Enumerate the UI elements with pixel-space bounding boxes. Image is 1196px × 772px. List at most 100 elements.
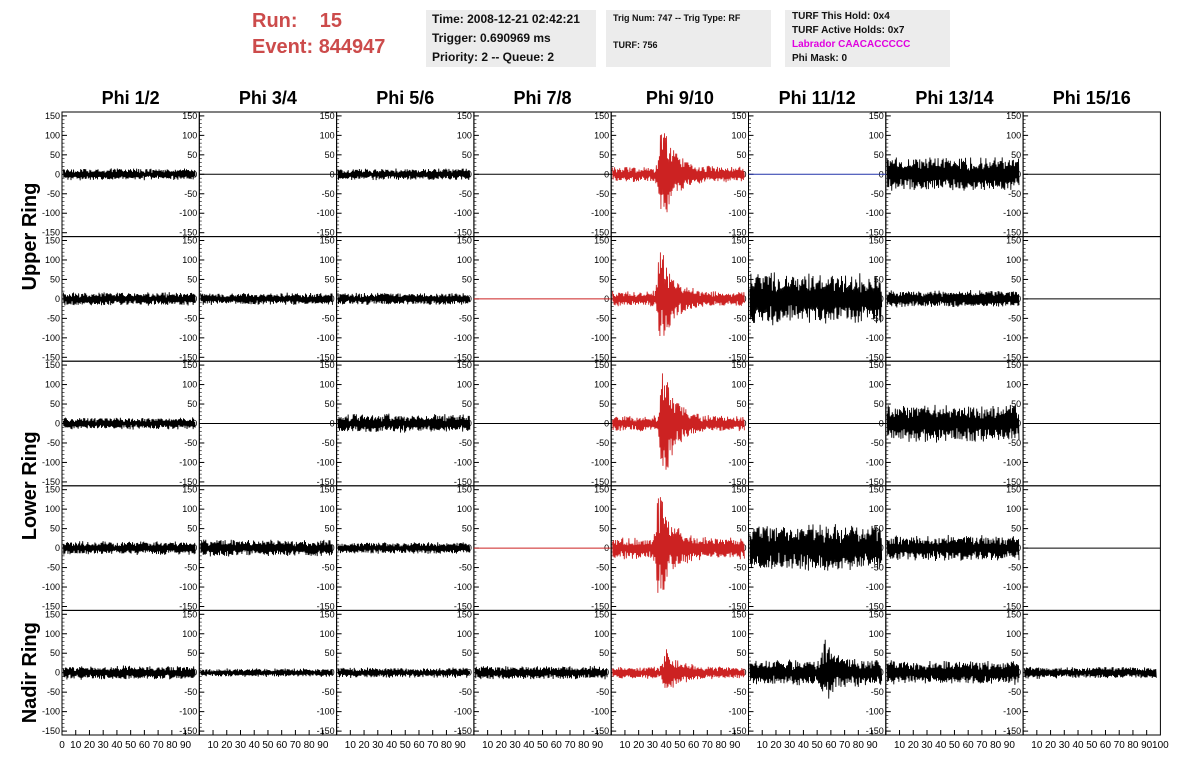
y-tick-label: -50 xyxy=(459,313,472,323)
y-tick-label: 100 xyxy=(457,130,472,140)
y-tick-label: 50 xyxy=(50,648,60,658)
y-tick-label: -150 xyxy=(866,477,884,487)
y-tick-label: 50 xyxy=(50,399,60,409)
x-tick-label: 90 xyxy=(455,740,467,751)
waveform-trace xyxy=(749,639,883,699)
y-tick-label: 50 xyxy=(874,274,884,284)
y-tick-label: -100 xyxy=(179,208,197,218)
y-tick-label: 150 xyxy=(320,609,335,619)
x-tick-label: 50 xyxy=(262,740,274,751)
x-tick-label: 70 xyxy=(427,740,439,751)
y-tick-label: -150 xyxy=(728,228,746,238)
x-tick-label: 80 xyxy=(578,740,590,751)
y-tick-label: 100 xyxy=(1006,255,1021,265)
x-tick-label: 80 xyxy=(990,740,1002,751)
x-tick-label: 20 xyxy=(358,740,370,751)
x-tick-label: 40 xyxy=(1072,740,1084,751)
x-tick-label: 80 xyxy=(853,740,865,751)
y-tick-label: -50 xyxy=(733,687,746,697)
y-tick-label: 150 xyxy=(594,360,609,370)
column-header: Phi 3/4 xyxy=(239,88,297,108)
column-header: Phi 7/8 xyxy=(514,88,572,108)
y-tick-label: 100 xyxy=(869,380,884,390)
column-header: Phi 1/2 xyxy=(102,88,160,108)
run-value: 15 xyxy=(319,10,343,32)
y-tick-label: -50 xyxy=(322,438,335,448)
waveform-trace xyxy=(612,373,745,470)
y-tick-label: -100 xyxy=(1003,457,1021,467)
y-tick-label: 150 xyxy=(45,360,60,370)
y-tick-label: -100 xyxy=(42,208,60,218)
x-tick-label: 40 xyxy=(386,740,398,751)
column-header: Phi 13/14 xyxy=(915,88,993,108)
y-tick-label: -50 xyxy=(871,438,884,448)
waveform-trace xyxy=(886,404,1020,443)
waveform-trace xyxy=(200,539,333,557)
y-tick-label: 100 xyxy=(1006,504,1021,514)
trig-info-box: Trig Num: 747 -- Trig Type: RF TURF: 756 xyxy=(606,10,771,67)
waveform-trace xyxy=(749,524,883,571)
waveform-trace xyxy=(886,157,1020,191)
x-tick-label: 40 xyxy=(523,740,535,751)
y-tick-label: -100 xyxy=(454,457,472,467)
y-tick-label: -150 xyxy=(728,477,746,487)
y-tick-label: 100 xyxy=(869,255,884,265)
y-tick-label: 150 xyxy=(731,485,746,495)
y-tick-label: -100 xyxy=(866,208,884,218)
x-tick-label: 50 xyxy=(1086,740,1098,751)
x-tick-label: 90 xyxy=(180,740,192,751)
y-tick-label: -150 xyxy=(317,726,335,736)
x-tick-label: 70 xyxy=(839,740,851,751)
y-tick-label: 100 xyxy=(594,380,609,390)
y-tick-label: -100 xyxy=(1003,707,1021,717)
y-tick-label: 150 xyxy=(869,360,884,370)
y-tick-label: -50 xyxy=(322,189,335,199)
y-tick-label: 100 xyxy=(594,130,609,140)
y-tick-label: 50 xyxy=(874,150,884,160)
y-tick-label: -100 xyxy=(591,208,609,218)
y-tick-label: -50 xyxy=(596,563,609,573)
x-tick-label: 50 xyxy=(537,740,549,751)
y-tick-label: 100 xyxy=(594,629,609,639)
waveform-trace xyxy=(337,667,471,678)
x-tick-label: 10 xyxy=(619,740,631,751)
y-tick-label: -50 xyxy=(459,189,472,199)
x-tick-label: 30 xyxy=(510,740,522,751)
y-tick-label: 50 xyxy=(599,399,609,409)
y-tick-label: -100 xyxy=(317,208,335,218)
waveform-trace xyxy=(886,660,1020,685)
y-tick-label: -50 xyxy=(871,313,884,323)
y-tick-label: 100 xyxy=(731,504,746,514)
waveform-trace xyxy=(612,252,745,336)
y-tick-label: 50 xyxy=(736,399,746,409)
x-tick-label: 10 xyxy=(894,740,906,751)
x-tick-label: 80 xyxy=(1127,740,1139,751)
y-tick-label: -150 xyxy=(866,228,884,238)
y-tick-label: -150 xyxy=(317,477,335,487)
y-tick-label: 150 xyxy=(1006,235,1021,245)
waveform-trace xyxy=(337,413,471,433)
x-tick-label: 50 xyxy=(812,740,824,751)
y-tick-label: 50 xyxy=(1011,399,1021,409)
y-tick-label: 50 xyxy=(1011,274,1021,284)
y-tick-label: 150 xyxy=(182,360,197,370)
y-tick-label: -150 xyxy=(728,726,746,736)
y-tick-label: -150 xyxy=(42,602,60,612)
y-tick-label: -150 xyxy=(179,602,197,612)
y-tick-label: 100 xyxy=(182,504,197,514)
y-tick-label: 100 xyxy=(457,504,472,514)
y-tick-label: -100 xyxy=(454,707,472,717)
y-tick-label: 100 xyxy=(320,130,335,140)
y-tick-label: 150 xyxy=(869,609,884,619)
y-tick-label: 150 xyxy=(320,360,335,370)
y-tick-label: 150 xyxy=(594,235,609,245)
y-tick-label: -100 xyxy=(317,707,335,717)
y-tick-label: -150 xyxy=(591,228,609,238)
labrador-text: Labrador CAACACCCCC xyxy=(792,39,911,50)
y-tick-label: 50 xyxy=(187,648,197,658)
y-tick-label: -100 xyxy=(728,457,746,467)
x-tick-label: 60 xyxy=(551,740,563,751)
y-tick-label: -150 xyxy=(728,352,746,362)
waveform-trace xyxy=(612,133,745,213)
y-tick-label: -150 xyxy=(1003,477,1021,487)
